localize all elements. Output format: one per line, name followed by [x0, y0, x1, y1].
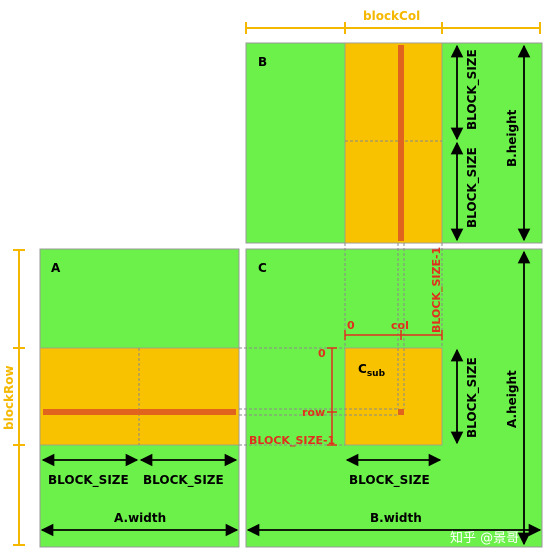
b-block-size-label-bottom: BLOCK_SIZE — [465, 147, 480, 228]
row-index-max: BLOCK_SIZE-1 — [249, 434, 335, 447]
c-sub-label: Csub — [358, 362, 386, 379]
row-index-label: row — [302, 406, 325, 419]
c-sub-block-size-label-horizontal: BLOCK_SIZE — [349, 473, 430, 488]
dimension-arrows — [40, 44, 542, 546]
matrix-a-label: A — [51, 261, 61, 275]
block-col-label: blockCol — [363, 9, 420, 23]
col-index-label: col — [391, 319, 409, 332]
index-annotations — [327, 330, 443, 446]
a-height-label: A.height — [505, 370, 519, 428]
a-block-size-label-right: BLOCK_SIZE — [143, 473, 224, 488]
a-block-size-label-left: BLOCK_SIZE — [48, 473, 129, 488]
watermark: 知乎 @景哥 — [450, 530, 519, 546]
b-block-size-label-top: BLOCK_SIZE — [465, 49, 480, 130]
b-height-label: B.height — [505, 109, 519, 167]
c-sub-block — [344, 347, 443, 446]
matrix-c-label: C — [258, 261, 267, 275]
matrix-b-column-highlight — [398, 45, 404, 241]
matrix-b-block-column — [344, 42, 443, 244]
row-index-zero: 0 — [318, 347, 326, 360]
c-sub-element — [398, 409, 404, 415]
block-col-brace — [245, 22, 541, 34]
c-sub-block-size-label-vertical: BLOCK_SIZE — [465, 357, 480, 438]
block-row-brace — [13, 249, 25, 546]
block-row-label: blockRow — [2, 365, 16, 430]
matrix-a-row-highlight — [43, 409, 236, 415]
matrix-b-label: B — [258, 55, 267, 69]
a-width-label: A.width — [114, 511, 166, 525]
col-index-max: BLOCK_SIZE-1 — [430, 247, 443, 333]
col-index-zero: 0 — [347, 319, 355, 332]
b-width-label: B.width — [370, 511, 422, 525]
